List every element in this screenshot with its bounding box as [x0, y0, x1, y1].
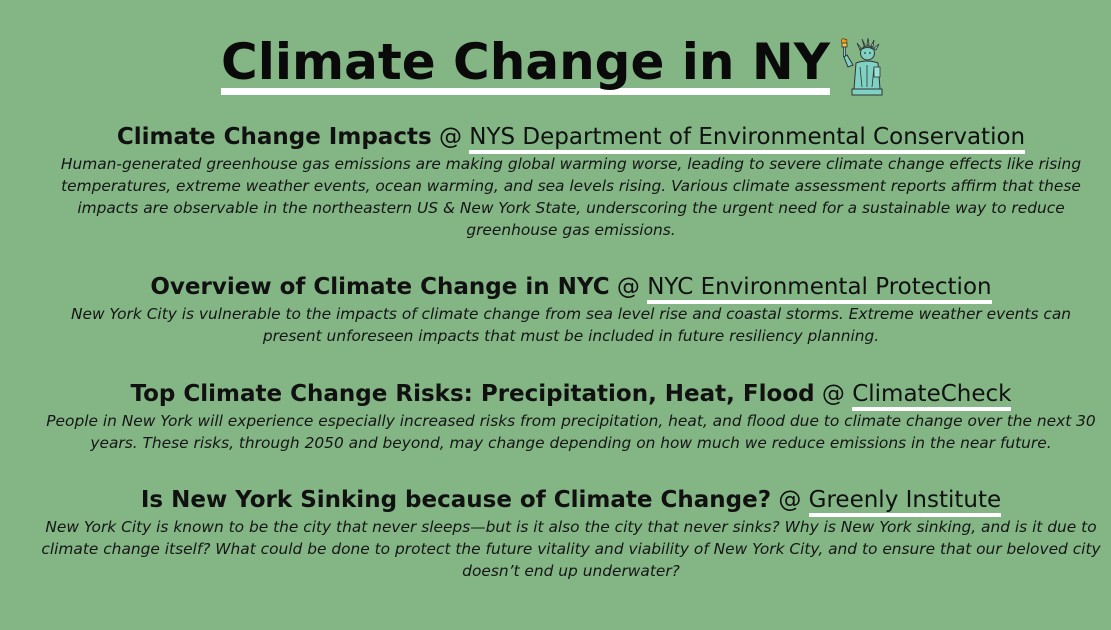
section-title: Overview of Climate Change in NYC — [150, 274, 609, 300]
page-title-text: Climate Change in NY — [221, 36, 830, 95]
at-sign: @ — [822, 381, 845, 407]
section-heading: Climate Change Impacts @ NYS Department … — [40, 122, 1102, 152]
at-sign: @ — [778, 487, 801, 513]
source-link-nys-dec[interactable]: NYS Department of Environmental Conserva… — [469, 124, 1025, 154]
page-title: Climate Change in NY — [221, 34, 890, 95]
section-heading: Top Climate Change Risks: Precipitation,… — [40, 379, 1102, 409]
source-link-greenly-institute[interactable]: Greenly Institute — [809, 487, 1001, 517]
source-link-nyc-environmental-protection[interactable]: NYC Environmental Protection — [647, 274, 991, 304]
source-link-climatecheck[interactable]: ClimateCheck — [852, 381, 1011, 411]
section-title: Top Climate Change Risks: Precipitation,… — [131, 381, 815, 407]
section-description: New York City is known to be the city th… — [40, 516, 1102, 582]
section-description: New York City is vulnerable to the impac… — [40, 303, 1102, 347]
section-top-risks: Top Climate Change Risks: Precipitation,… — [40, 379, 1102, 454]
section-title: Is New York Sinking because of Climate C… — [141, 487, 771, 513]
section-title: Climate Change Impacts — [117, 124, 432, 150]
section-heading: Is New York Sinking because of Climate C… — [40, 485, 1102, 515]
section-description: Human-generated greenhouse gas emissions… — [40, 153, 1102, 241]
at-sign: @ — [617, 274, 640, 300]
section-description: People in New York will experience espec… — [40, 410, 1102, 454]
section-ny-sinking: Is New York Sinking because of Climate C… — [40, 485, 1102, 582]
section-heading: Overview of Climate Change in NYC @ NYC … — [40, 272, 1102, 302]
section-overview-nyc: Overview of Climate Change in NYC @ NYC … — [40, 272, 1102, 347]
statue-of-liberty-icon — [834, 37, 890, 97]
at-sign: @ — [439, 124, 462, 150]
title-wrap: Climate Change in NY — [0, 34, 1111, 95]
section-climate-impacts: Climate Change Impacts @ NYS Department … — [40, 122, 1102, 241]
